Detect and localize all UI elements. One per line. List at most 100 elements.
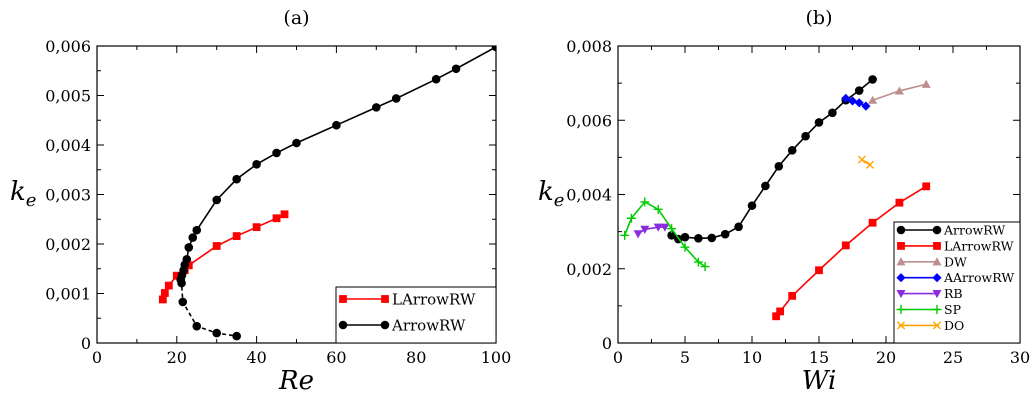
data-point-aarrowrw: [847, 96, 858, 106]
y-tick-label: 0: [602, 334, 612, 353]
y-tick-label: 0,006: [566, 111, 612, 130]
legend-label: DO: [944, 318, 964, 333]
y-tick-label: 0,008: [566, 37, 612, 56]
data-point-rb: [640, 225, 650, 234]
data-point-unlabeled: [178, 297, 188, 307]
series-line-sp: [623, 200, 706, 268]
legend: LArrowRW ArrowRW: [335, 286, 497, 344]
data-point-arrowrw: [774, 161, 784, 171]
data-point-arrowrw: [332, 120, 341, 130]
data-point-arrowrw: [372, 103, 381, 112]
plot-frame: [617, 45, 1021, 344]
data-point-larrowrw: [815, 266, 823, 275]
legend-marker: [896, 305, 906, 314]
legend-marker: [932, 305, 942, 314]
legend-marker: [933, 242, 941, 250]
data-point-larrowrw: [772, 312, 781, 321]
data-point-sp: [693, 257, 703, 267]
legend-marker: [380, 320, 390, 330]
data-point-arrowrw: [680, 232, 690, 242]
legend-marker: [896, 257, 906, 266]
x-tick-label: 5: [680, 348, 690, 367]
data-point-unlabeled: [232, 331, 241, 341]
y-axis-label-base: k: [538, 177, 554, 207]
x-tick-label: 100: [481, 348, 512, 367]
data-point-arrowrw: [391, 94, 401, 103]
legend-marker: [896, 321, 906, 330]
chart-title: (b): [806, 7, 833, 29]
legend-marker: [932, 321, 942, 330]
data-point-arrowrw: [694, 234, 703, 243]
data-point-arrowrw: [720, 229, 730, 239]
data-point-larrowrw: [232, 232, 241, 240]
legend-label: AArrowRW: [943, 270, 1014, 285]
data-point-arrowrw: [192, 225, 202, 235]
data-point-do: [865, 160, 875, 169]
x-tick-label: 0: [92, 348, 102, 367]
legend-label: ArrowRW: [391, 317, 466, 335]
data-point-do: [857, 155, 866, 164]
x-axis-label: Re: [278, 366, 314, 394]
data-point-sp: [626, 213, 636, 223]
data-point-dw: [894, 86, 904, 95]
legend-marker: [896, 290, 906, 299]
data-point-arrowrw: [761, 181, 770, 191]
legend-marker: [932, 290, 942, 299]
data-point-dw: [921, 79, 931, 88]
data-point-larrowrw: [160, 289, 169, 297]
y-tick-label: 0,003: [45, 186, 91, 205]
data-point-larrowrw: [212, 242, 221, 250]
data-point-arrowrw: [292, 138, 301, 148]
data-point-sp: [667, 224, 677, 234]
data-point-arrowrw: [747, 201, 757, 210]
data-point-larrowrw: [252, 223, 261, 232]
data-point-larrowrw: [164, 281, 173, 290]
data-point-unlabeled: [212, 328, 221, 338]
x-tick-label: 80: [406, 348, 426, 367]
y-tick-label: 0,004: [45, 136, 91, 155]
data-point-arrowrw: [232, 174, 241, 184]
legend-marker: [896, 273, 906, 283]
data-point-arrowrw: [451, 64, 461, 74]
legend-label: SP: [944, 302, 961, 317]
data-point-larrowrw: [158, 295, 167, 304]
data-point-larrowrw: [841, 241, 850, 250]
data-point-sp: [653, 204, 663, 214]
data-point-arrowrw: [188, 233, 198, 242]
data-point-larrowrw: [895, 198, 904, 207]
series-line-unlabeled: [180, 279, 237, 337]
y-tick-label: 0: [81, 334, 91, 353]
legend-marker: [897, 242, 905, 250]
x-tick-label: 60: [326, 348, 346, 367]
y-axis-label-base: k: [10, 177, 26, 207]
legend-label: LArrowRW: [944, 238, 1014, 253]
x-axis-label: Wi: [802, 366, 837, 394]
data-point-arrowrw: [212, 195, 221, 205]
y-tick-label: 0,004: [566, 186, 612, 205]
legend-label: RB: [944, 286, 963, 301]
y-tick-label: 0,005: [45, 87, 91, 106]
y-axis-label-subscript: e: [26, 190, 37, 211]
legend-label: ArrowRW: [943, 223, 1005, 238]
data-point-larrowrw: [868, 218, 877, 227]
y-tick-label: 0,006: [45, 37, 91, 56]
data-point-larrowrw: [272, 214, 281, 223]
legend-marker: [932, 225, 942, 235]
data-point-arrowrw: [252, 160, 261, 169]
y-tick-label: 0,002: [566, 260, 612, 279]
x-tick-label: 10: [742, 348, 762, 367]
legend-marker: [932, 273, 942, 283]
plot-frame: [96, 45, 497, 344]
data-point-rb: [633, 230, 643, 239]
data-point-sp: [680, 242, 690, 252]
data-point-arrowrw: [184, 243, 194, 252]
data-point-arrowrw: [868, 75, 877, 84]
data-point-arrowrw: [707, 233, 717, 243]
chart-panel-b: (b) 0 5 10 15 20 25 30 0 0,002 0,004 0,006 0,008 Wi ke…: [538, 7, 1030, 394]
data-point-arrowrw: [854, 86, 864, 95]
data-point-arrowrw: [814, 118, 824, 127]
data-point-larrowrw: [776, 307, 785, 316]
data-point-arrowrw: [828, 108, 837, 118]
